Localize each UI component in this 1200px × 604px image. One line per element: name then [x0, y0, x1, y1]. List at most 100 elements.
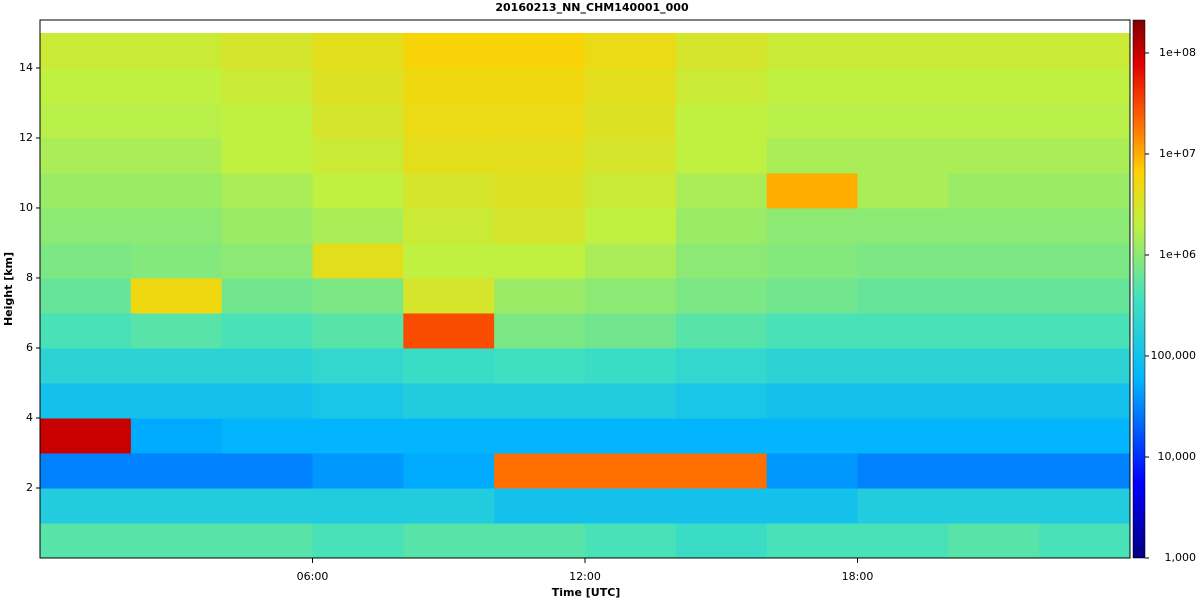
heat-cell: [675, 487, 768, 524]
heat-cell: [948, 522, 1040, 559]
heat-cell: [130, 102, 223, 139]
heat-cell: [494, 207, 586, 244]
colorbar-tick-label: 1e+08: [1159, 46, 1196, 59]
heat-cell: [40, 277, 132, 314]
heat-cell: [403, 277, 495, 314]
heat-cell: [40, 242, 132, 279]
plot-area: [40, 32, 1131, 559]
heat-cell: [585, 102, 677, 139]
heat-cell: [312, 172, 404, 209]
heat-cell: [130, 522, 223, 559]
heat-cell: [675, 417, 768, 454]
y-tick-label: 8: [26, 271, 33, 284]
heat-cell: [675, 522, 768, 559]
heat-cell: [585, 417, 677, 454]
heat-cell: [675, 382, 768, 419]
y-tick-label: 10: [19, 201, 33, 214]
heat-cell: [130, 137, 223, 174]
y-tick-label: 2: [26, 481, 33, 494]
heat-cell: [403, 347, 495, 384]
heat-cell: [766, 312, 858, 349]
heat-cell: [1039, 382, 1131, 419]
colorbar-tick-label: 1e+06: [1159, 248, 1196, 261]
heat-cell: [585, 67, 677, 104]
y-tick-label: 6: [26, 341, 33, 354]
heat-cell: [948, 242, 1040, 279]
heat-cell: [857, 207, 949, 244]
heat-cell: [948, 102, 1040, 139]
heat-cell: [494, 382, 586, 419]
heat-cell: [1039, 172, 1131, 209]
colorbar-tick-label: 10,000: [1158, 450, 1197, 463]
heat-cell: [312, 417, 404, 454]
x-axis-label: Time [UTC]: [552, 586, 621, 599]
heat-cell: [221, 102, 313, 139]
heat-cell: [585, 32, 677, 69]
heat-cell: [130, 172, 223, 209]
heat-cell: [403, 417, 495, 454]
heat-cell: [494, 242, 586, 279]
heat-cell: [221, 207, 313, 244]
heat-cell: [675, 32, 768, 69]
heat-cell: [494, 417, 586, 454]
heat-cell: [221, 277, 313, 314]
heat-cell: [766, 522, 858, 559]
heat-cell: [1039, 102, 1131, 139]
heat-cell: [1039, 487, 1131, 524]
heat-cell: [857, 487, 949, 524]
heat-cell: [585, 137, 677, 174]
heat-cell: [948, 417, 1040, 454]
heat-cell: [312, 32, 404, 69]
heat-cell: [675, 347, 768, 384]
heat-cell: [403, 312, 495, 349]
heat-cell: [766, 347, 858, 384]
heat-cell: [312, 137, 404, 174]
heat-cell: [312, 102, 404, 139]
x-tick-label: 18:00: [842, 570, 874, 583]
heat-cell: [494, 522, 586, 559]
heat-cell: [221, 312, 313, 349]
heat-cell: [857, 102, 949, 139]
heat-cell: [403, 382, 495, 419]
heat-cell: [221, 67, 313, 104]
heat-cell: [1039, 347, 1131, 384]
heat-cell: [585, 347, 677, 384]
heat-cell: [403, 67, 495, 104]
heat-cell: [494, 452, 586, 489]
heat-cell: [1039, 32, 1131, 69]
heat-cell: [40, 67, 132, 104]
heat-cell: [857, 32, 949, 69]
heat-cell: [948, 67, 1040, 104]
heat-cell: [948, 347, 1040, 384]
heat-cell: [766, 102, 858, 139]
heat-cell: [312, 452, 404, 489]
heat-cell: [948, 487, 1040, 524]
heat-cell: [857, 522, 949, 559]
heat-cell: [221, 452, 313, 489]
heat-cell: [1039, 522, 1131, 559]
heat-cell: [221, 172, 313, 209]
y-tick-label: 12: [19, 131, 33, 144]
heat-cell: [130, 312, 223, 349]
heat-cell: [221, 382, 313, 419]
heat-cell: [1039, 277, 1131, 314]
heat-cell: [585, 207, 677, 244]
heat-cell: [312, 522, 404, 559]
heat-cell: [766, 277, 858, 314]
heat-cell: [312, 347, 404, 384]
heat-cell: [494, 172, 586, 209]
heat-cell: [675, 67, 768, 104]
heat-cell: [403, 452, 495, 489]
heat-cell: [948, 277, 1040, 314]
heat-cell: [585, 172, 677, 209]
heat-cell: [130, 67, 223, 104]
heat-cell: [40, 172, 132, 209]
heat-cell: [948, 32, 1040, 69]
heat-cell: [857, 67, 949, 104]
heat-cell: [857, 347, 949, 384]
heat-cell: [312, 312, 404, 349]
heat-cell: [221, 32, 313, 69]
heat-cell: [948, 207, 1040, 244]
heat-cell: [221, 487, 313, 524]
heat-cell: [130, 347, 223, 384]
